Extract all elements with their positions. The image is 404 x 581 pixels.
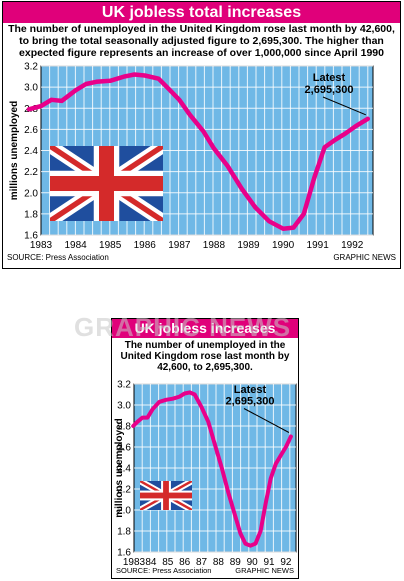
y-tick-label: 2.2 bbox=[24, 167, 38, 178]
flag-crosses bbox=[50, 146, 163, 221]
chart-title: UK jobless increases bbox=[112, 319, 298, 338]
x-tick-label: 1983 bbox=[123, 557, 146, 568]
y-axis-label: millions unemployed bbox=[9, 101, 20, 200]
series-line bbox=[26, 72, 371, 231]
latest-label: Latest bbox=[313, 72, 346, 84]
x-tick-label: 92 bbox=[280, 557, 292, 568]
series-line bbox=[131, 390, 293, 548]
y-tick-label: 3.0 bbox=[117, 401, 131, 412]
x-tick-label: 1984 bbox=[64, 240, 87, 251]
union-jack-flag bbox=[140, 481, 192, 510]
x-tick-label: 84 bbox=[145, 557, 157, 568]
y-tick-label: 2.8 bbox=[117, 422, 131, 433]
y-tick-label: 1.8 bbox=[117, 527, 131, 538]
x-tick-label: 1988 bbox=[203, 240, 226, 251]
y-tick-label: 2.0 bbox=[24, 188, 38, 199]
y-tick-label: 1.6 bbox=[24, 231, 38, 242]
y-tick-label: 2.6 bbox=[24, 125, 38, 136]
x-tick-label: 85 bbox=[162, 557, 174, 568]
credit-label: GRAPHIC NEWS bbox=[333, 253, 396, 262]
flag-crosses bbox=[140, 481, 192, 510]
union-jack-flag bbox=[50, 146, 163, 221]
latest-pointer bbox=[322, 96, 367, 116]
graphic-large: UK jobless total increases The number of… bbox=[2, 1, 401, 269]
x-tick-label: 1986 bbox=[134, 240, 157, 251]
y-tick-label: 3.2 bbox=[24, 62, 38, 73]
watermark: GRAPHIC NEWS bbox=[74, 312, 292, 342]
x-tick-label: 90 bbox=[247, 557, 259, 568]
x-tick-label: 1983 bbox=[30, 240, 53, 251]
x-tick-label: 1992 bbox=[341, 240, 364, 251]
y-tick-label: 2.4 bbox=[117, 464, 131, 475]
x-tick-label: 86 bbox=[179, 557, 191, 568]
source-label: SOURCE: Press Association bbox=[116, 566, 212, 575]
y-tick-label: 2.2 bbox=[117, 485, 131, 496]
chart-title: UK jobless total increases bbox=[3, 2, 400, 23]
x-tick-label: 87 bbox=[196, 557, 208, 568]
y-tick-label: 2.6 bbox=[117, 443, 131, 454]
y-tick-label: 3.0 bbox=[24, 83, 38, 94]
y-tick-label: 1.8 bbox=[24, 209, 38, 220]
flag-cross-red bbox=[163, 481, 169, 510]
x-tick-label: 91 bbox=[263, 557, 275, 568]
x-tick-label: 88 bbox=[213, 557, 225, 568]
latest-value-label: 2,695,300 bbox=[305, 84, 354, 96]
y-tick-label: 1.6 bbox=[117, 548, 131, 559]
chart-svg: 1.6 1.8 2.0 2.2 2.4 2.6 2.8 3.0 3.2 1983 84 85 86 87 8… bbox=[114, 380, 297, 568]
graphic-small: UK jobless increases The number of unemp… bbox=[111, 318, 299, 579]
chart-description: The number of unemployed in the United K… bbox=[8, 23, 395, 59]
y-tick-label: 2.4 bbox=[24, 146, 38, 157]
y-tick-label: 3.2 bbox=[117, 380, 131, 391]
x-tick-label: 1990 bbox=[272, 240, 295, 251]
y-axis-label: millions unemployed bbox=[114, 418, 125, 517]
latest-pointer bbox=[243, 408, 290, 433]
x-tick-label: 1989 bbox=[237, 240, 260, 251]
chart-description: The number of unemployed in the United K… bbox=[120, 340, 290, 374]
x-tick-label: 1991 bbox=[307, 240, 330, 251]
x-tick-label: 1987 bbox=[168, 240, 191, 251]
flag-cross-red bbox=[99, 146, 114, 221]
x-tick-label: 89 bbox=[230, 557, 242, 568]
x-tick-label: 1985 bbox=[99, 240, 122, 251]
y-tick-label: 2.0 bbox=[117, 506, 131, 517]
source-label: SOURCE: Press Association bbox=[7, 253, 109, 262]
credit-label: GRAPHIC NEWS bbox=[235, 566, 294, 575]
latest-label: Latest bbox=[234, 384, 267, 396]
latest-value-label: 2,695,300 bbox=[226, 396, 275, 408]
